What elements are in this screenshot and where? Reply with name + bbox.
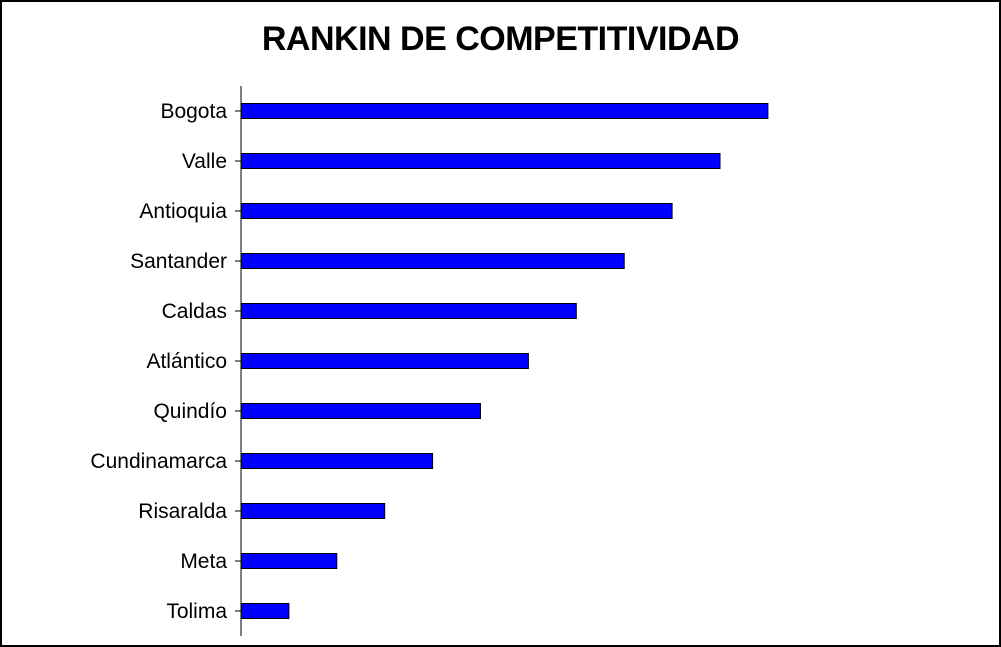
bar <box>240 103 769 119</box>
bar <box>240 253 625 269</box>
y-tick-label: Valle <box>182 150 227 173</box>
y-tick-label: Bogota <box>160 100 227 123</box>
y-tick-label: Meta <box>180 550 227 573</box>
y-tick-label: Antioquia <box>139 200 227 223</box>
chart-title: RANKIN DE COMPETITIVIDAD <box>261 20 740 58</box>
bar <box>240 153 721 169</box>
y-tick-label: Caldas <box>162 300 227 323</box>
bar <box>240 203 673 219</box>
y-tick-label: Santander <box>130 250 227 273</box>
y-tick-label: Risaralda <box>138 500 227 523</box>
y-tick-label: Cundinamarca <box>90 450 227 473</box>
bar <box>240 503 386 519</box>
y-tick-label: Quindío <box>153 400 227 423</box>
y-tick-label: Tolima <box>166 600 227 623</box>
bar <box>240 303 577 319</box>
bar <box>240 603 290 619</box>
bar <box>240 403 481 419</box>
bar <box>240 553 338 569</box>
bar <box>240 353 529 369</box>
y-tick-label: Atlántico <box>146 350 227 373</box>
bar <box>240 453 434 469</box>
